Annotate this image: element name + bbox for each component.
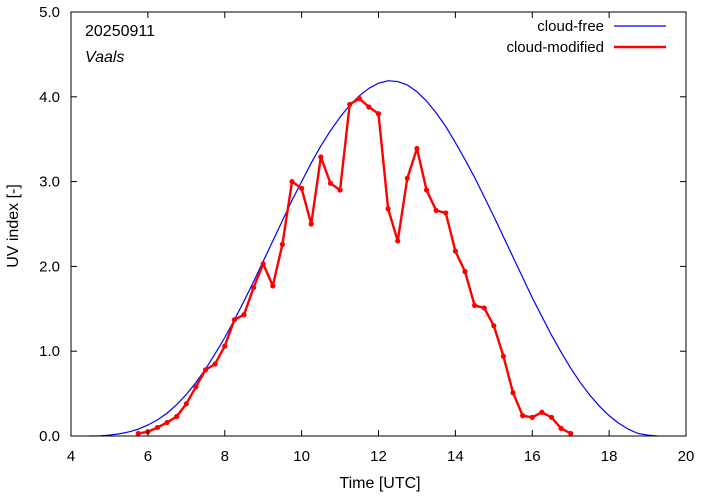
data-point-cloud-modified [337,187,343,193]
data-point-cloud-modified [231,317,237,323]
data-point-cloud-modified [241,312,247,318]
x-tick-label: 6 [144,448,152,465]
data-point-cloud-modified [164,419,170,426]
data-point-cloud-modified [289,179,295,185]
data-point-cloud-modified [135,430,141,437]
data-point-cloud-modified [529,414,535,420]
y-tick-label: 3.0 [39,174,60,191]
y-tick-label: 1.0 [39,343,60,360]
x-tick-label: 18 [601,448,618,465]
data-point-cloud-modified [404,175,410,181]
data-point-cloud-modified [385,206,391,212]
x-tick-label: 14 [447,448,464,465]
data-point-cloud-modified [299,185,305,191]
x-tick-label: 10 [293,448,310,465]
y-tick-label: 5.0 [39,4,60,21]
legend: cloud-free cloud-modified [506,18,666,56]
x-tick-label: 20 [678,448,695,465]
date-label: 20250911 [85,23,155,40]
x-tick-label: 4 [67,448,75,465]
data-point-cloud-modified [375,111,382,117]
data-point-cloud-modified [443,210,449,216]
data-point-cloud-modified [183,401,189,407]
data-point-cloud-modified [414,145,420,152]
y-tick-label: 0.0 [39,428,60,445]
data-point-cloud-modified [318,154,324,160]
data-point-cloud-modified [471,302,478,309]
data-point-cloud-modified [481,305,487,311]
x-tick-label: 8 [221,448,229,465]
legend-label-cloud-free: cloud-free [537,18,604,35]
data-point-cloud-modified [433,207,439,214]
x-tick-label: 16 [524,448,541,465]
data-point-cloud-modified [174,413,180,420]
data-point-cloud-modified [510,390,516,396]
data-point-cloud-modified [356,95,362,102]
data-point-cloud-modified [202,367,209,373]
data-point-cloud-modified [250,285,257,291]
x-tick-label: 12 [370,448,387,465]
data-point-cloud-modified [222,343,228,349]
data-point-cloud-modified [279,241,286,247]
data-point-cloud-modified [395,238,401,244]
data-point-cloud-modified [270,283,276,289]
series-line-cloud-modified [138,97,572,435]
series-line-cloud-free [90,80,658,437]
data-point-cloud-modified [520,413,526,419]
data-point-cloud-modified [548,414,555,420]
data-point-cloud-modified [500,353,507,359]
y-axis-title: UV index [-] [5,184,22,268]
legend-label-cloud-modified: cloud-modified [506,39,604,56]
data-point-cloud-modified [154,424,161,431]
data-point-cloud-modified [327,180,334,186]
data-point-cloud-modified [539,409,545,415]
data-point-cloud-modified [347,101,353,108]
data-point-cloud-modified [260,261,266,267]
data-point-cloud-modified [193,384,199,390]
x-axis-title: Time [UTC] [339,475,420,492]
data-point-cloud-modified [423,187,430,193]
data-point-cloud-modified [452,248,458,254]
data-point-cloud-modified [366,104,372,110]
data-point-cloud-modified [212,361,218,367]
y-tick-label: 2.0 [39,258,60,275]
data-point-cloud-modified [568,430,574,437]
data-point-cloud-modified [462,268,468,275]
y-tick-label: 4.0 [39,89,60,106]
plot-frame [70,11,687,437]
data-point-cloud-modified [491,323,497,329]
data-point-cloud-modified [558,425,564,431]
data-point-cloud-modified [308,221,314,227]
plot-area [90,80,658,437]
location-label: Vaals [85,49,124,66]
tick-labels: 4 6 8 10 12 14 16 18 20 0.0 1.0 2.0 3.0 4.0 5.0 [39,4,694,465]
